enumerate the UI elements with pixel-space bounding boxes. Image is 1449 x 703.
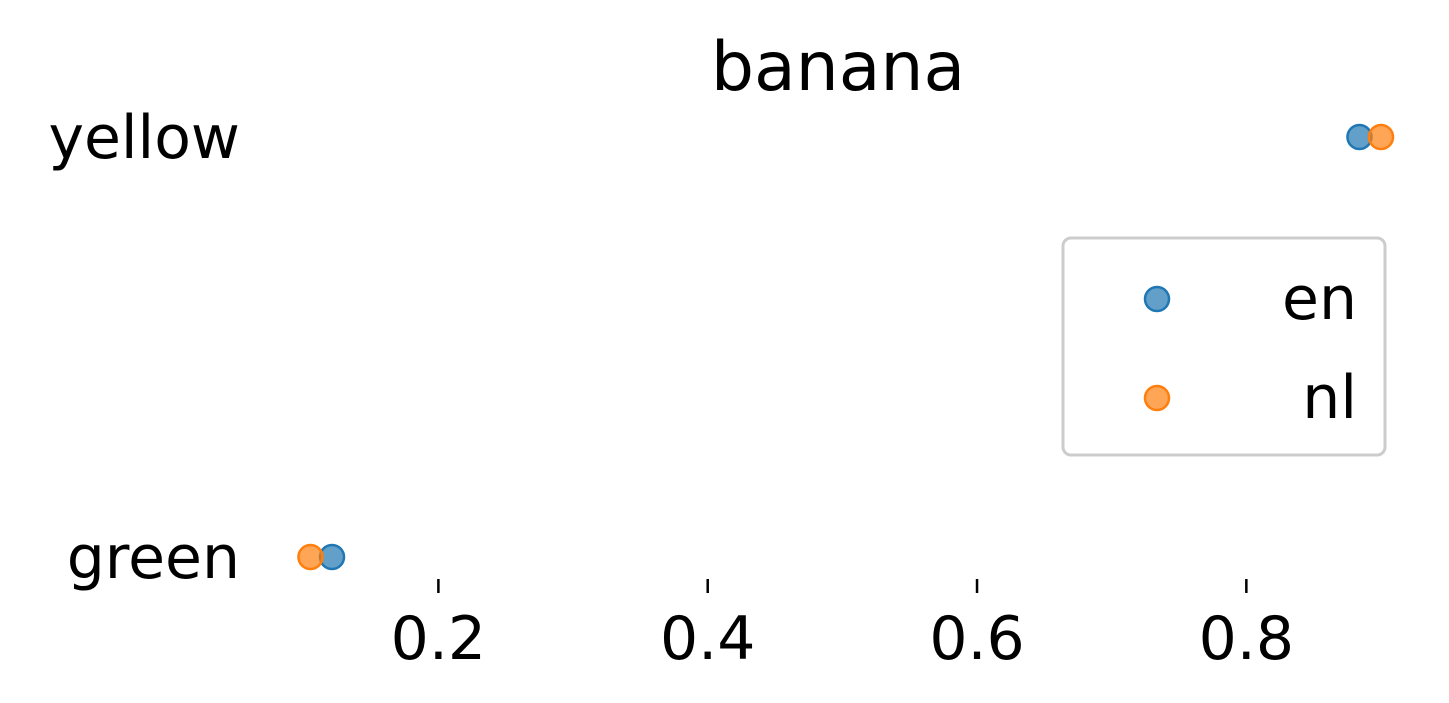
x-axis-ticks: 0.2 0.4 0.6 0.8 [391, 579, 1294, 674]
legend-frame [1061, 236, 1387, 457]
y-tick-label-yellow: yellow [48, 103, 240, 173]
chart-title: banana [711, 28, 965, 107]
point-nl-green [297, 543, 324, 571]
x-tick-label: 0.6 [929, 604, 1024, 674]
x-tick-label: 0.2 [391, 604, 486, 674]
legend: en nl [1061, 236, 1387, 457]
y-tick-labels: green yellow [48, 103, 240, 593]
data-points [297, 123, 1395, 571]
x-tick-label: 0.8 [1199, 604, 1294, 674]
y-tick-label-green: green [67, 523, 240, 593]
point-nl-yellow [1367, 123, 1395, 151]
x-tick-label: 0.4 [660, 604, 755, 674]
legend-marker-en [1143, 285, 1171, 313]
legend-label-en: en [1282, 264, 1357, 334]
legend-label-nl: nl [1302, 363, 1357, 433]
legend-marker-nl [1143, 384, 1171, 412]
